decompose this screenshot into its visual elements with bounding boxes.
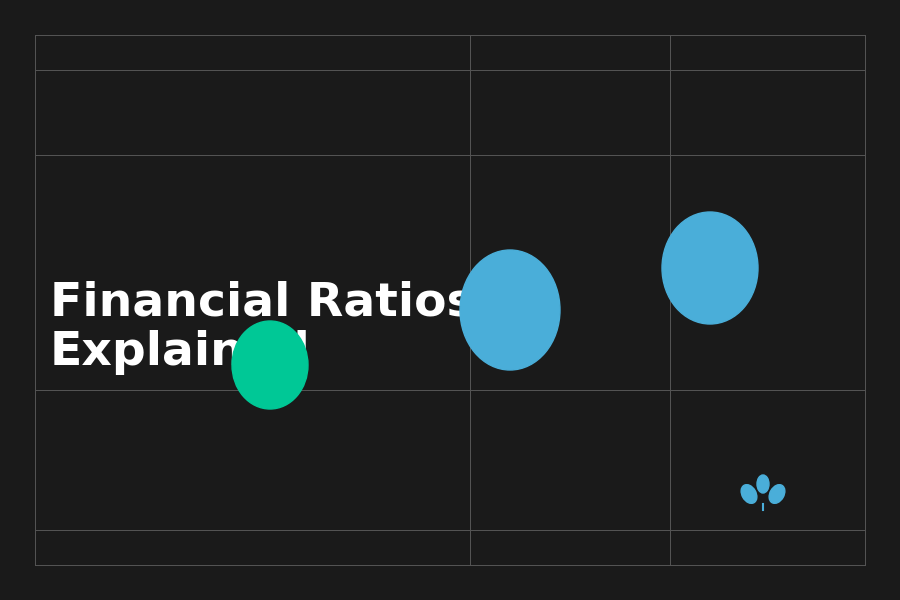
Ellipse shape xyxy=(741,485,757,503)
Ellipse shape xyxy=(662,212,758,324)
Text: Financial Ratios: Financial Ratios xyxy=(50,280,475,325)
Ellipse shape xyxy=(460,250,560,370)
Ellipse shape xyxy=(757,475,769,493)
Ellipse shape xyxy=(232,321,308,409)
Ellipse shape xyxy=(770,485,785,503)
Text: Explained: Explained xyxy=(50,330,310,375)
